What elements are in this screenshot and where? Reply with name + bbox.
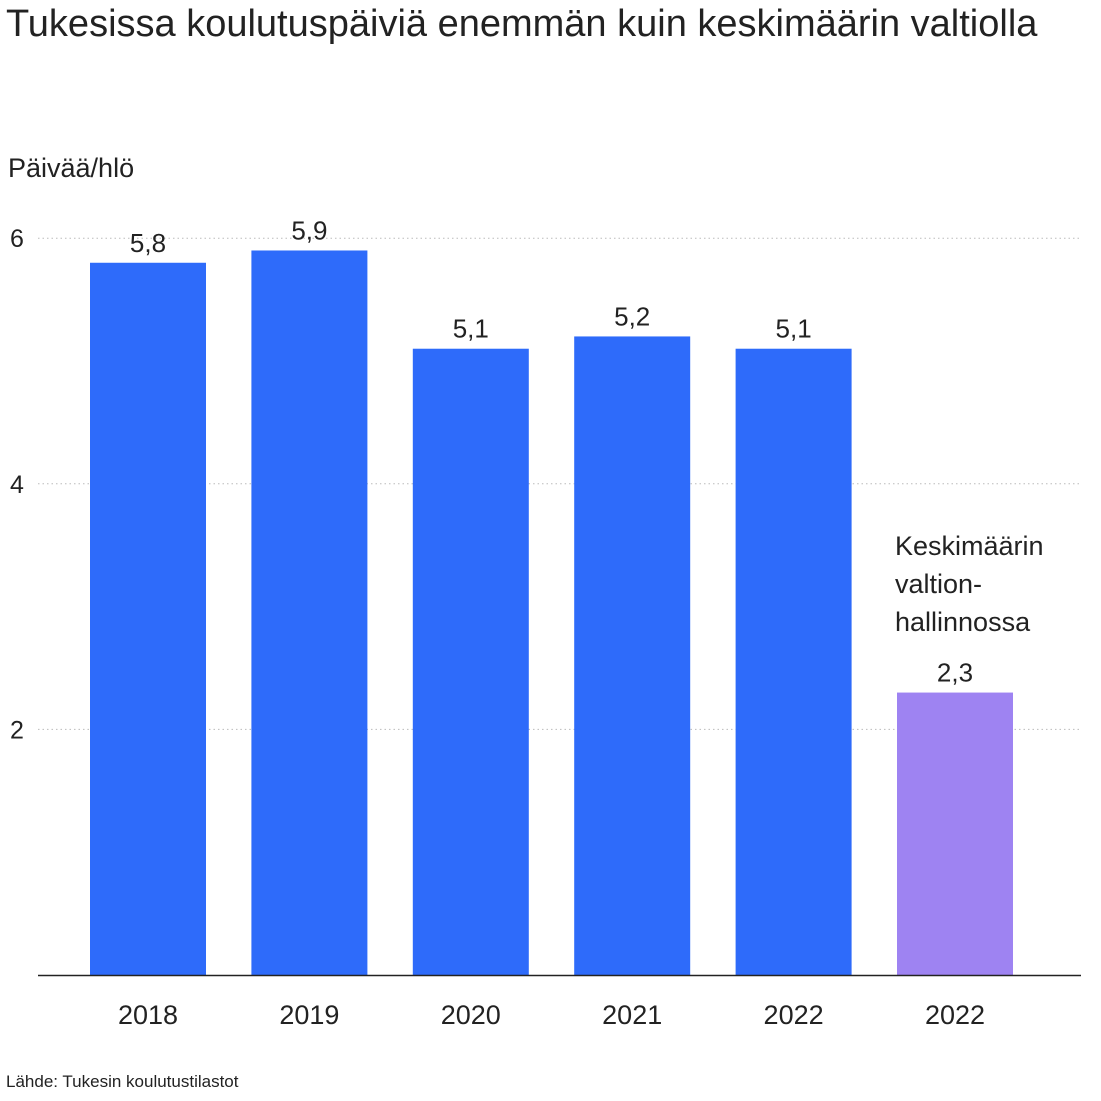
bar-annotation: Keskimäärin valtion-hallinnossa xyxy=(895,531,1044,637)
category-label: 2019 xyxy=(279,1000,339,1030)
y-tick-label: 4 xyxy=(10,471,24,499)
bar xyxy=(251,250,368,976)
y-tick-label: 2 xyxy=(10,716,24,744)
annotation-line: hallinnossa xyxy=(895,607,1031,637)
category-label: 2022 xyxy=(925,1000,985,1030)
bars xyxy=(90,250,1013,976)
category-label: 2022 xyxy=(764,1000,824,1030)
data-label: 2,3 xyxy=(937,658,973,688)
bar xyxy=(735,348,852,976)
data-label: 5,9 xyxy=(291,215,327,245)
data-label: 5,1 xyxy=(453,314,489,344)
category-label: 2020 xyxy=(441,1000,501,1030)
chart-title: Tukesissa koulutuspäiviä enemmän kuin ke… xyxy=(6,3,1038,45)
y-tick-label: 6 xyxy=(10,225,24,253)
bar xyxy=(412,348,529,976)
category-label: 2021 xyxy=(602,1000,662,1030)
data-labels: 5,8 5,9 5,1 5,2 5,1 2,3 xyxy=(130,215,973,687)
bar xyxy=(90,262,206,975)
data-label: 5,2 xyxy=(614,301,650,331)
data-label: 5,8 xyxy=(130,228,166,258)
annotation-line: valtion- xyxy=(895,569,982,599)
source-note: Lähde: Tukesin koulutustilastot xyxy=(6,1072,239,1091)
y-tick-labels: 2 4 6 xyxy=(10,225,24,744)
y-axis-label: Päivää/hlö xyxy=(8,153,135,183)
annotation-line: Keskimäärin xyxy=(895,531,1044,561)
bar xyxy=(574,336,691,975)
bar xyxy=(897,692,1013,975)
category-labels: 2018 2019 2020 2021 2022 2022 xyxy=(118,1000,985,1030)
data-label: 5,1 xyxy=(776,314,812,344)
category-label: 2018 xyxy=(118,1000,178,1030)
